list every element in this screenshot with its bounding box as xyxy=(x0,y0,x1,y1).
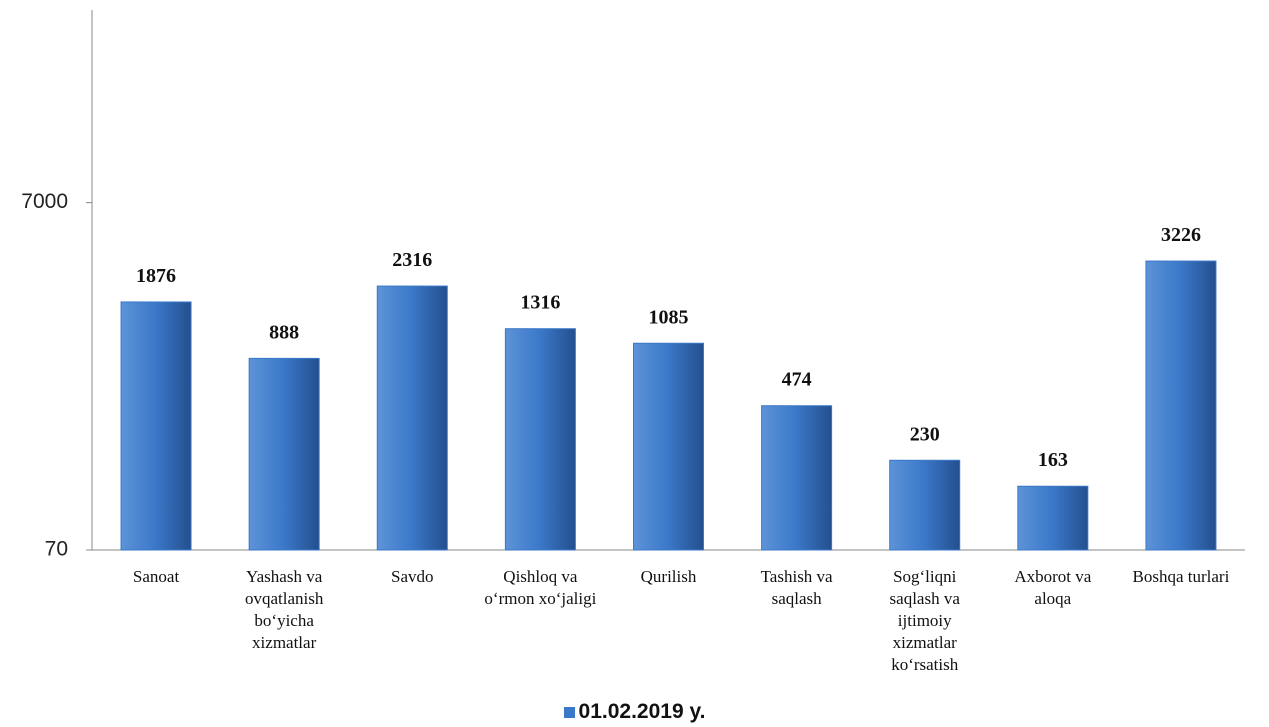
value-label: 1316 xyxy=(520,292,560,314)
value-label: 3226 xyxy=(1161,224,1201,246)
value-label: 230 xyxy=(910,423,940,445)
legend: 01.02.2019 y. xyxy=(0,700,1269,724)
x-tick-label: Qurilish xyxy=(640,567,697,586)
y-tick-label: 70 xyxy=(45,538,68,561)
legend-swatch xyxy=(563,707,575,718)
x-tick-label: Sog‘liqni saqlash va ijtimoiy xizmatlar … xyxy=(889,567,960,674)
bar xyxy=(633,342,704,551)
bar xyxy=(889,459,961,551)
value-label: 163 xyxy=(1038,449,1068,471)
bar xyxy=(120,301,192,551)
x-tick-label: Sanoat xyxy=(132,567,180,586)
x-tick-label: Qishloq va o‘rmon xo‘jaligi xyxy=(484,567,597,608)
x-tick-label: Yashash va ovqatlanish bo‘yicha xizmatla… xyxy=(244,567,324,652)
y-tick-label: 7000 xyxy=(21,190,68,213)
x-tick-label: Savdo xyxy=(391,567,434,586)
bar xyxy=(248,357,320,551)
bar xyxy=(1145,260,1217,551)
x-tick-label: Tashish va saqlash xyxy=(760,567,833,608)
legend-label: 01.02.2019 y. xyxy=(578,700,706,723)
bar xyxy=(376,285,448,551)
x-tick-label: Axborot va aloqa xyxy=(1014,567,1092,608)
x-tick-label: Boshqa turlari xyxy=(1132,567,1230,586)
bar xyxy=(761,405,833,551)
bar xyxy=(504,328,576,551)
value-label: 2316 xyxy=(392,249,432,271)
value-label: 1876 xyxy=(136,265,176,287)
value-label: 888 xyxy=(269,321,299,343)
value-label: 1085 xyxy=(649,306,689,328)
bar xyxy=(1017,485,1089,551)
value-label: 474 xyxy=(782,369,812,391)
